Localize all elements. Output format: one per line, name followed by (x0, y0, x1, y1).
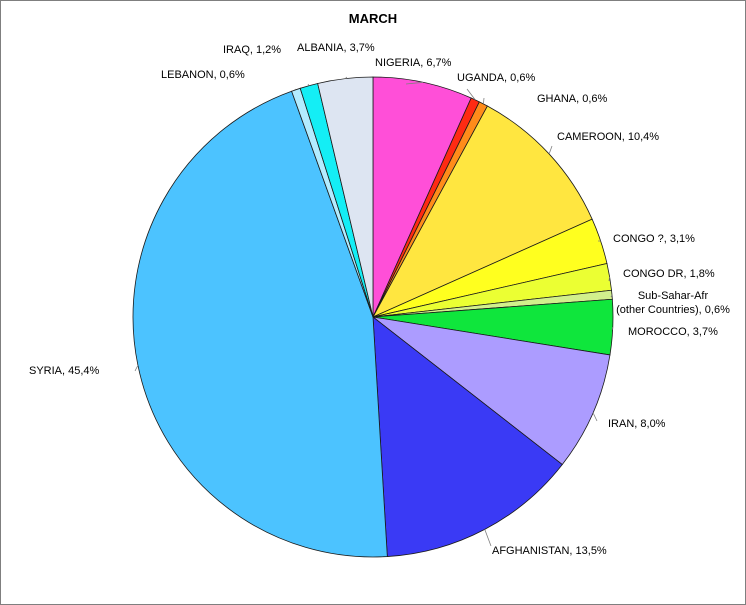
slice-label-0: NIGERIA, 6,7% (375, 57, 452, 69)
leader-line-11 (294, 88, 297, 91)
leader-line-5 (608, 276, 611, 282)
slice-label-3: CAMEROON, 10,4% (557, 131, 659, 143)
leader-line-6 (610, 294, 613, 298)
leader-line-0 (405, 81, 424, 85)
pie-slice-3 (372, 105, 593, 318)
leader-line-1 (466, 88, 476, 101)
leader-line-9 (484, 529, 492, 547)
slice-label-8: IRAN, 8,0% (608, 418, 666, 430)
slice-label-2: GHANA, 0,6% (537, 93, 608, 105)
slice-label-12: IRAQ, 1,2% (223, 44, 281, 56)
slice-label-11: LEBANON, 0,6% (161, 69, 245, 81)
leader-line-12 (307, 83, 310, 86)
pie-slice-13 (317, 76, 374, 318)
slice-label-5: CONGO DR, 1,8% (623, 268, 715, 280)
leader-line-13 (344, 76, 348, 79)
slice-label-4: CONGO ?, 3,1% (613, 233, 695, 245)
slice-label-6: Sub-Sahar-Afr (other Countries), 0,6% (616, 290, 730, 316)
slice-label-1: UGANDA, 0,6% (457, 72, 535, 84)
leader-line-2 (483, 97, 485, 104)
leader-line-10 (134, 365, 139, 372)
chart-title: MARCH (348, 11, 398, 26)
leader-line-3 (548, 145, 553, 155)
slice-label-13: ALBANIA, 3,7% (297, 42, 375, 54)
leader-line-8 (592, 412, 598, 422)
leader-line-7 (611, 327, 614, 331)
slice-label-7: MOROCCO, 3,7% (628, 326, 718, 338)
slice-label-10: SYRIA, 45,4% (29, 365, 100, 377)
slice-label-9: AFGHANISTAN, 13,5% (492, 545, 607, 557)
